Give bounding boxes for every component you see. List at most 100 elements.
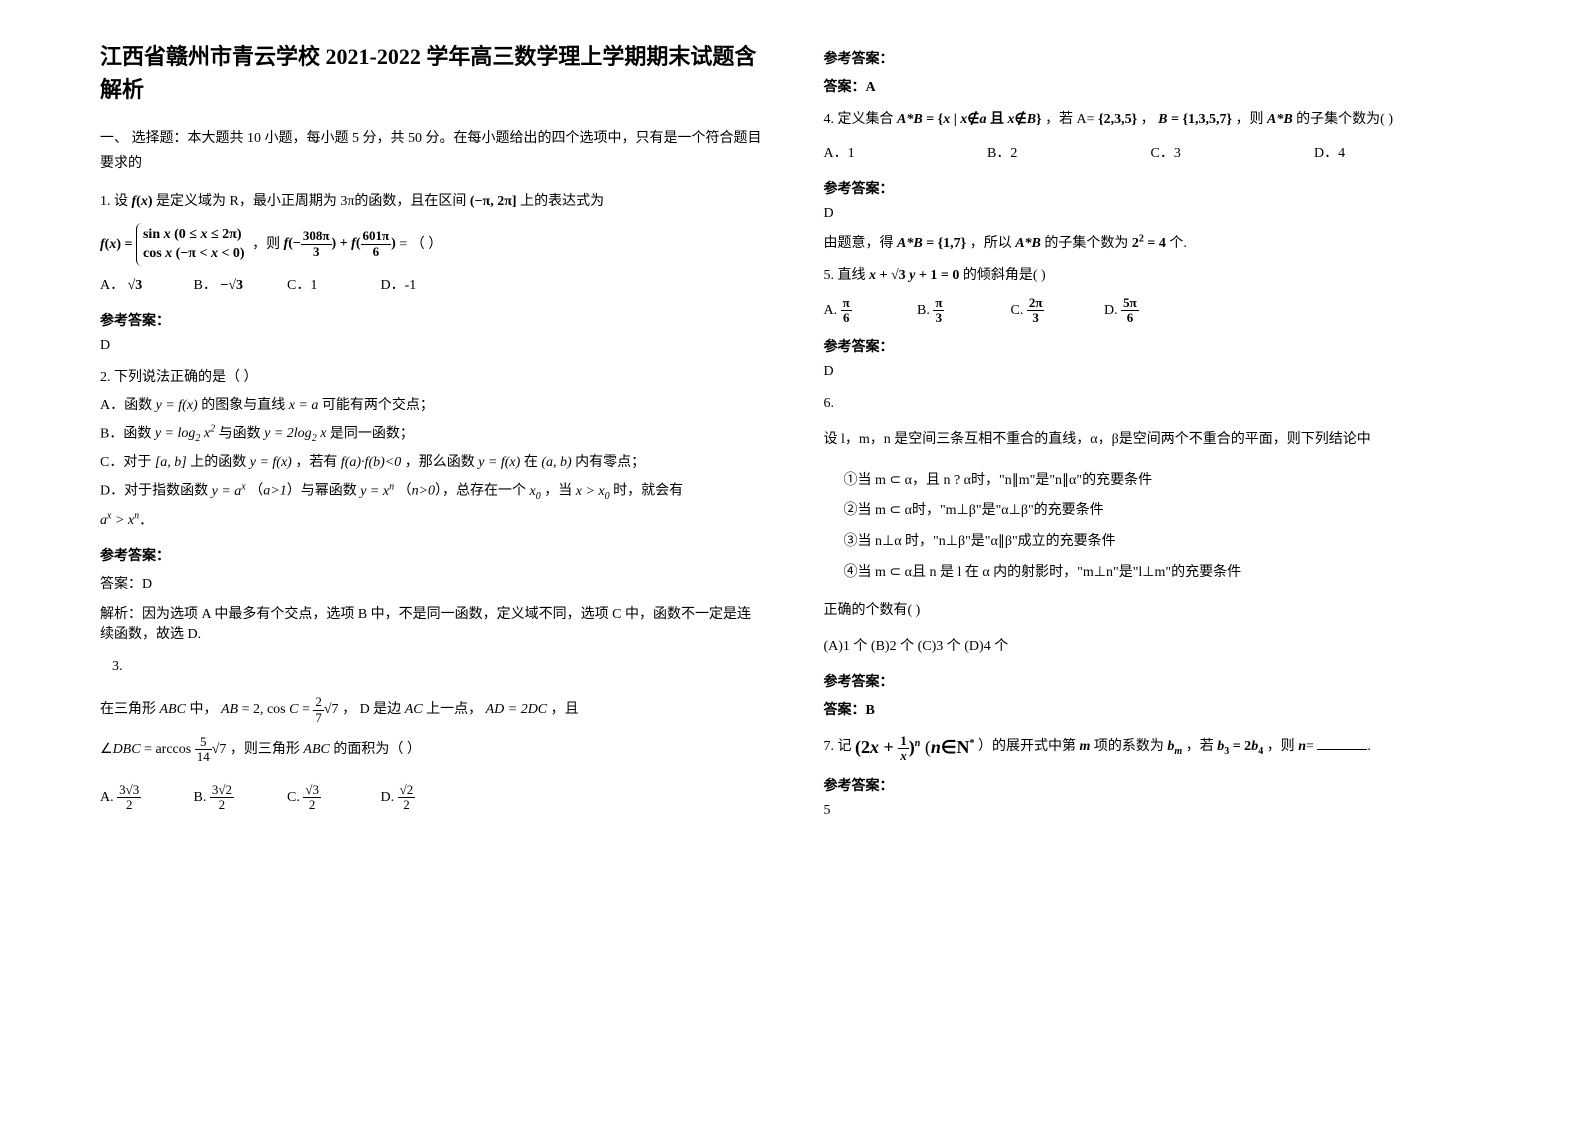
- question-2: 2. 下列说法正确的是（ ） A．函数 y = f(x) 的图象与直线 x = …: [100, 364, 764, 536]
- q4-options: A．1 B．2 C．3 D．4: [824, 140, 1488, 168]
- q7-e: ，则: [1267, 739, 1295, 754]
- q4-b: ，若 A=: [1045, 112, 1095, 127]
- q7-d: ，若: [1186, 739, 1214, 754]
- q3-c: ，: [342, 702, 356, 717]
- q2-ref: 参考答案：: [100, 545, 764, 565]
- question-5: 5. 直线 x + √3 y + 1 = 0 的倾斜角是( ) A. π6 B.…: [824, 262, 1488, 326]
- q3-optB: B.: [194, 790, 207, 805]
- q2-B-c: 是同一函数；: [330, 426, 414, 441]
- q4-optD: D．4: [1314, 140, 1474, 168]
- q2-stem: 2. 下列说法正确的是（ ）: [100, 364, 764, 392]
- q2-B-b: 与函数: [219, 426, 261, 441]
- q1-optB: B．: [194, 278, 217, 293]
- q2-C-f: 内有零点；: [575, 455, 645, 470]
- q7-f: =: [1306, 739, 1314, 754]
- q5-optA: A.: [824, 303, 838, 318]
- q2-D-e: ），总存在一个: [435, 484, 526, 499]
- q3-ans: 答案：A: [824, 76, 1488, 96]
- q7-ans: 5: [824, 803, 1488, 819]
- q5-b: 的倾斜角是( ): [963, 268, 1046, 283]
- q5-ref: 参考答案：: [824, 336, 1488, 356]
- q3-optC: C.: [287, 790, 300, 805]
- q1-piecewise: f(x) = sin x (0 ≤ x ≤ 2π) cos x (−π < x …: [100, 223, 764, 266]
- q3-f: ，且: [551, 702, 579, 717]
- q2-C-e: 在: [524, 455, 538, 470]
- q4-ref: 参考答案：: [824, 178, 1488, 198]
- q2-C-c: ，若有: [295, 455, 337, 470]
- q3-b: 中，: [189, 702, 217, 717]
- q2-D-f: ，当: [544, 484, 572, 499]
- q1-interval: (−π, 2π]: [470, 188, 517, 216]
- q3-num: 3.: [112, 653, 764, 681]
- right-column: 参考答案： 答案：A 4. 定义集合 A*B = {x | x∉a 且 x∉B}…: [824, 40, 1488, 829]
- q2-explain: 解析：因为选项 A 中最多有个交点，选项 B 中，不是同一函数，定义域不同，选项…: [100, 603, 764, 643]
- q1-stem-b: 是定义域为 R，最小正周期为 3π的函数，且在区间: [156, 195, 466, 210]
- q1-optD: D．-1: [381, 272, 471, 300]
- q4-exp-d: 个.: [1169, 236, 1187, 251]
- q2-A-c: 可能有两个交点；: [322, 398, 434, 413]
- q7-ref: 参考答案：: [824, 775, 1488, 795]
- q2-D-h: ．: [139, 513, 153, 528]
- q3-d: D 是边: [360, 702, 402, 717]
- section1-heading: 一、 选择题：本大题共 10 小题，每小题 5 分，共 50 分。在每小题给出的…: [100, 126, 764, 176]
- q4-optB: B．2: [987, 140, 1147, 168]
- q6-c1: ①当 m ⊂ α，且 n ? α时，"n∥m"是"n∥α"的充要条件: [844, 466, 1488, 497]
- q4-d: ，则: [1235, 112, 1263, 127]
- q2-B-a: B．函数: [100, 426, 151, 441]
- q4-exp-a: 由题意，得: [824, 236, 894, 251]
- q3-a: 在三角形: [100, 702, 156, 717]
- doc-title: 江西省赣州市青云学校 2021-2022 学年高三数学理上学期期末试题含解析: [100, 40, 764, 106]
- q4-optC: C．3: [1151, 140, 1311, 168]
- question-7: 7. 记 (2x + 1x)n (n∈N* ）的展开式中第 m 项的系数为 bm…: [824, 729, 1488, 765]
- q6-num: 6.: [824, 390, 1488, 418]
- q4-explain: 由题意，得 A*B = {1,7} ，所以 A*B 的子集个数为 22 = 4 …: [824, 232, 1488, 252]
- q3-options: A. 3√32 B. 3√22 C. √32 D. √22: [100, 783, 764, 813]
- q3-optD: D.: [381, 790, 395, 805]
- q1-tail: ，则: [252, 236, 280, 251]
- q3-ref: 参考答案：: [824, 48, 1488, 68]
- question-1: 1. 设 f(x) 是定义域为 R，最小正周期为 3π的函数，且在区间 (−π,…: [100, 188, 764, 299]
- q1-stem-c: 上的表达式为: [520, 195, 604, 210]
- q2-D-d: （: [398, 484, 412, 499]
- q2-C-d: ，那么函数: [405, 455, 475, 470]
- q5-optD: D.: [1104, 303, 1118, 318]
- q2-ans-label: 答案：D: [100, 573, 764, 593]
- q1-fx: f(x): [132, 188, 153, 216]
- q2-A-a: A．函数: [100, 398, 152, 413]
- q7-a: 7. 记: [824, 739, 852, 754]
- q3-e: 上一点，: [426, 702, 482, 717]
- q6-c3: ③当 n⊥α 时，"n⊥β"是"α∥β"成立的充要条件: [844, 527, 1488, 558]
- q6-opts: (A)1 个 (B)2 个 (C)3 个 (D)4 个: [824, 633, 1488, 661]
- q4-e: 的子集个数为( ): [1296, 112, 1393, 127]
- q6-c4: ④当 m ⊂ α且 n 是 l 在 α 内的射影时，"m⊥n"是"l⊥m"的充要…: [844, 558, 1488, 589]
- q2-D-g: 时，就会有: [613, 484, 683, 499]
- q4-exp-c: 的子集个数为: [1044, 236, 1128, 251]
- q5-ans: D: [824, 364, 1488, 380]
- q4-ans: D: [824, 206, 1488, 222]
- question-4: 4. 定义集合 A*B = {x | x∉a 且 x∉B} ，若 A= {2,3…: [824, 106, 1488, 168]
- q6-ref: 参考答案：: [824, 671, 1488, 691]
- q7-b: ）的展开式中第: [978, 739, 1076, 754]
- q4-a: 4. 定义集合: [824, 112, 894, 127]
- q5-optB: B.: [917, 303, 930, 318]
- q7-c: 项的系数为: [1094, 739, 1164, 754]
- q5-a: 5. 直线: [824, 268, 866, 283]
- q4-c: ，: [1141, 112, 1155, 127]
- q1-paren: （ ）: [411, 236, 443, 251]
- q5-options: A. π6 B. π3 C. 2π3 D. 5π6: [824, 296, 1488, 326]
- q2-D-a: D．对于指数函数: [100, 484, 208, 499]
- q6-c2: ②当 m ⊂ α时，"m⊥β"是"α⊥β"的充要条件: [844, 496, 1488, 527]
- q1-optA: A．: [100, 278, 124, 293]
- q1-stem-a: 1. 设: [100, 195, 128, 210]
- q2-A-b: 的图象与直线: [201, 398, 285, 413]
- q5-optC: C.: [1011, 303, 1024, 318]
- left-column: 江西省赣州市青云学校 2021-2022 学年高三数学理上学期期末试题含解析 一…: [100, 40, 764, 829]
- q3-h: 的面积为（ ）: [333, 742, 421, 757]
- q2-D-c: ）与幂函数: [287, 484, 357, 499]
- question-6: 6. 设 l，m，n 是空间三条互相不重合的直线，α，β是空间两个不重合的平面，…: [824, 390, 1488, 661]
- q1-ref: 参考答案：: [100, 310, 764, 330]
- q3-optA: A.: [100, 790, 114, 805]
- q2-C-b: 上的函数: [190, 455, 246, 470]
- q4-optA: A．1: [824, 140, 984, 168]
- q1-ans: D: [100, 338, 764, 354]
